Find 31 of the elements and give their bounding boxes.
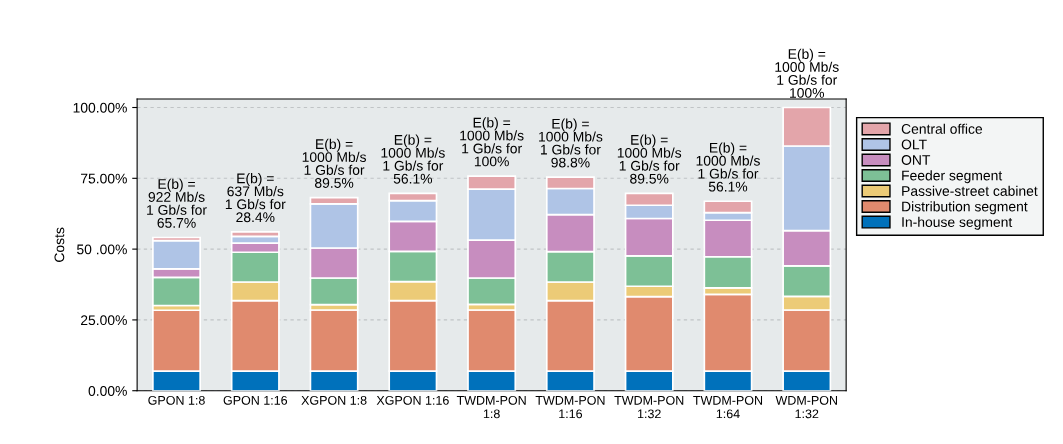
y-tick-label: 25.00% bbox=[81, 315, 127, 326]
legend-label: Distribution segment bbox=[902, 201, 1028, 215]
legend-label: In-house segment bbox=[902, 216, 1013, 230]
annotation: E(b) = 1000 Mb/s 1 Gb/s for 100% bbox=[460, 117, 524, 167]
x-tick-label: GPON 1:8 bbox=[148, 395, 205, 405]
x-tick-label: TWDM-PON 1:32 bbox=[614, 395, 684, 419]
x-tick-label: XGPON 1:8 bbox=[301, 395, 367, 405]
x-tick-label: WDM-PON 1:32 bbox=[775, 395, 837, 419]
x-tick-label: TWDM-PON 1:8 bbox=[456, 395, 526, 419]
annotation: E(b) = 1000 Mb/s 1 Gb/s for 56.1% bbox=[381, 134, 445, 184]
y-axis-title: Costs bbox=[54, 227, 65, 262]
y-tick-label: 75.00% bbox=[81, 173, 127, 184]
legend-label: ONT bbox=[901, 155, 931, 165]
legend-label: Central office bbox=[901, 123, 983, 134]
legend-label: Feeder segment bbox=[902, 170, 1003, 184]
annotation: E(b) = 1000 Mb/s 1 Gb/s for 89.5% bbox=[617, 134, 682, 184]
annotation: E(b) = 1000 Mb/s 1 Gb/s for 98.8% bbox=[539, 118, 603, 168]
annotation: E(b) = 1000 Mb/s 1 Gb/s for 89.5% bbox=[302, 138, 367, 188]
x-tick-label: TWDM-PON 1:16 bbox=[535, 395, 605, 419]
annotation: E(b) = 637 Mb/s 1 Gb/s for 28.4% bbox=[225, 173, 286, 223]
x-tick-label: TWDM-PON 1:64 bbox=[693, 395, 763, 419]
annotation: E(b) = 922 Mb/s 1 Gb/s for 65.7% bbox=[147, 178, 207, 228]
y-tick-label: 50 .00% bbox=[77, 244, 127, 255]
annotation: E(b) = 1000 Mb/s 1 Gb/s for 56.1% bbox=[696, 142, 760, 192]
y-tick-label: 100.00% bbox=[73, 102, 127, 113]
x-tick-label: GPON 1:16 bbox=[223, 395, 288, 405]
legend-label: Passive-street cabinet bbox=[902, 185, 1038, 196]
legend-label: OLT bbox=[901, 139, 927, 150]
annotation: E(b) = 1000 Mb/s 1 Gb/s for 100% bbox=[775, 48, 839, 98]
x-tick-label: XGPON 1:16 bbox=[376, 395, 449, 405]
y-tick-label: 0.00% bbox=[88, 386, 127, 396]
